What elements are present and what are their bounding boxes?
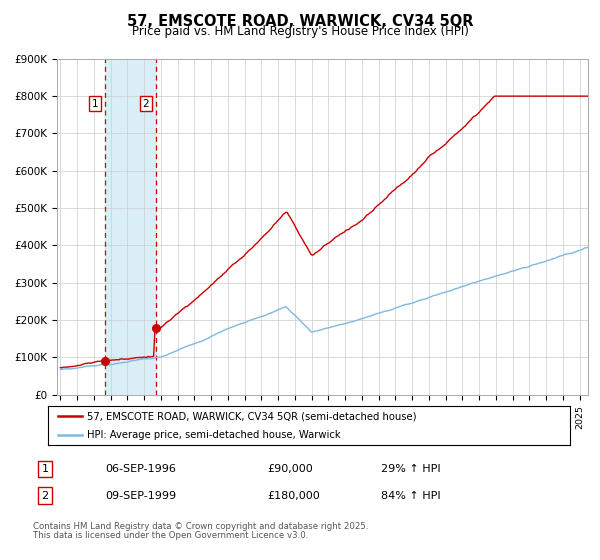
Text: 57, EMSCOTE ROAD, WARWICK, CV34 5QR (semi-detached house): 57, EMSCOTE ROAD, WARWICK, CV34 5QR (sem… bbox=[87, 411, 416, 421]
Text: £90,000: £90,000 bbox=[267, 464, 313, 474]
Text: 09-SEP-1999: 09-SEP-1999 bbox=[105, 491, 176, 501]
Text: 06-SEP-1996: 06-SEP-1996 bbox=[105, 464, 176, 474]
Text: Price paid vs. HM Land Registry's House Price Index (HPI): Price paid vs. HM Land Registry's House … bbox=[131, 25, 469, 38]
Bar bbox=[106, 59, 155, 395]
Text: HPI: Average price, semi-detached house, Warwick: HPI: Average price, semi-detached house,… bbox=[87, 430, 341, 440]
Text: 84% ↑ HPI: 84% ↑ HPI bbox=[381, 491, 440, 501]
Text: 29% ↑ HPI: 29% ↑ HPI bbox=[381, 464, 440, 474]
Text: 1: 1 bbox=[41, 464, 49, 474]
Text: This data is licensed under the Open Government Licence v3.0.: This data is licensed under the Open Gov… bbox=[33, 531, 308, 540]
Text: 2: 2 bbox=[41, 491, 49, 501]
Text: 2: 2 bbox=[142, 99, 149, 109]
Text: £180,000: £180,000 bbox=[267, 491, 320, 501]
Text: 1: 1 bbox=[92, 99, 98, 109]
Text: 57, EMSCOTE ROAD, WARWICK, CV34 5QR: 57, EMSCOTE ROAD, WARWICK, CV34 5QR bbox=[127, 14, 473, 29]
Text: Contains HM Land Registry data © Crown copyright and database right 2025.: Contains HM Land Registry data © Crown c… bbox=[33, 522, 368, 531]
